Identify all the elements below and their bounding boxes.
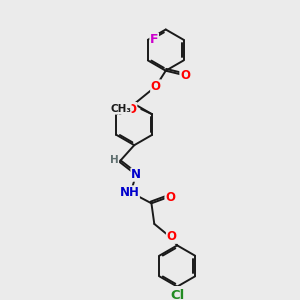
Text: O: O <box>151 80 161 93</box>
Text: Cl: Cl <box>170 289 184 300</box>
Text: O: O <box>127 103 137 116</box>
Text: O: O <box>180 68 190 82</box>
Text: NH: NH <box>119 186 139 199</box>
Text: CH₃: CH₃ <box>110 104 131 114</box>
Text: H: H <box>110 155 118 165</box>
Text: F: F <box>150 33 158 46</box>
Text: O: O <box>167 230 176 243</box>
Text: O: O <box>165 190 175 203</box>
Text: N: N <box>131 168 141 181</box>
